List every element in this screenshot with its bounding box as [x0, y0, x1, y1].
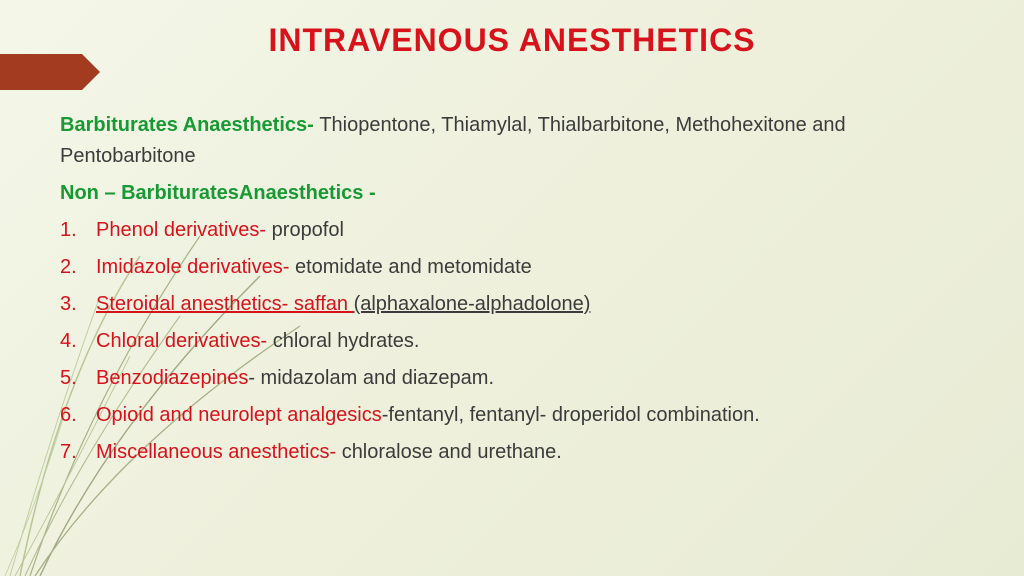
- list-item: Opioid and neurolept analgesics-fentanyl…: [60, 400, 964, 431]
- item-rest: -fentanyl, fentanyl- droperidol combinat…: [382, 404, 760, 426]
- barbiturates-line: Barbiturates Anaesthetics- Thiopentone, …: [60, 110, 964, 172]
- nonbarb-heading-line: Non – BarbituratesAnaesthetics -: [60, 178, 964, 209]
- item-lead: Miscellaneous anesthetics-: [96, 441, 342, 463]
- item-lead: Benzodiazepines: [96, 367, 248, 389]
- list-item: Imidazole derivatives- etomidate and met…: [60, 252, 964, 283]
- item-rest: etomidate and metomidate: [295, 256, 532, 278]
- item-lead: Chloral derivatives-: [96, 330, 273, 352]
- nonbarb-heading: Non – BarbituratesAnaesthetics -: [60, 182, 376, 204]
- item-rest: (alphaxalone-alphadolone): [354, 293, 591, 315]
- item-rest: - midazolam and diazepam.: [248, 367, 494, 389]
- item-rest: propofol: [272, 219, 344, 241]
- slide-body: Barbiturates Anaesthetics- Thiopentone, …: [60, 110, 964, 474]
- list-item: Benzodiazepines- midazolam and diazepam.: [60, 363, 964, 394]
- item-lead: Steroidal anesthetics- saffan: [96, 293, 354, 315]
- item-lead: Opioid and neurolept analgesics: [96, 404, 382, 426]
- list-item: Miscellaneous anesthetics- chloralose an…: [60, 437, 964, 468]
- item-rest: chloralose and urethane.: [342, 441, 562, 463]
- list-item: Chloral derivatives- chloral hydrates.: [60, 326, 964, 357]
- barb-heading: Barbiturates Anaesthetics-: [60, 114, 319, 136]
- nonbarb-list: Phenol derivatives- propofol Imidazole d…: [60, 215, 964, 468]
- accent-banner: [0, 54, 82, 90]
- item-lead: Phenol derivatives-: [96, 219, 272, 241]
- list-item: Phenol derivatives- propofol: [60, 215, 964, 246]
- item-rest: chloral hydrates.: [273, 330, 420, 352]
- item-lead: Imidazole derivatives-: [96, 256, 295, 278]
- slide-title: INTRAVENOUS ANESTHETICS: [0, 0, 1024, 59]
- list-item: Steroidal anesthetics- saffan (alphaxalo…: [60, 289, 964, 320]
